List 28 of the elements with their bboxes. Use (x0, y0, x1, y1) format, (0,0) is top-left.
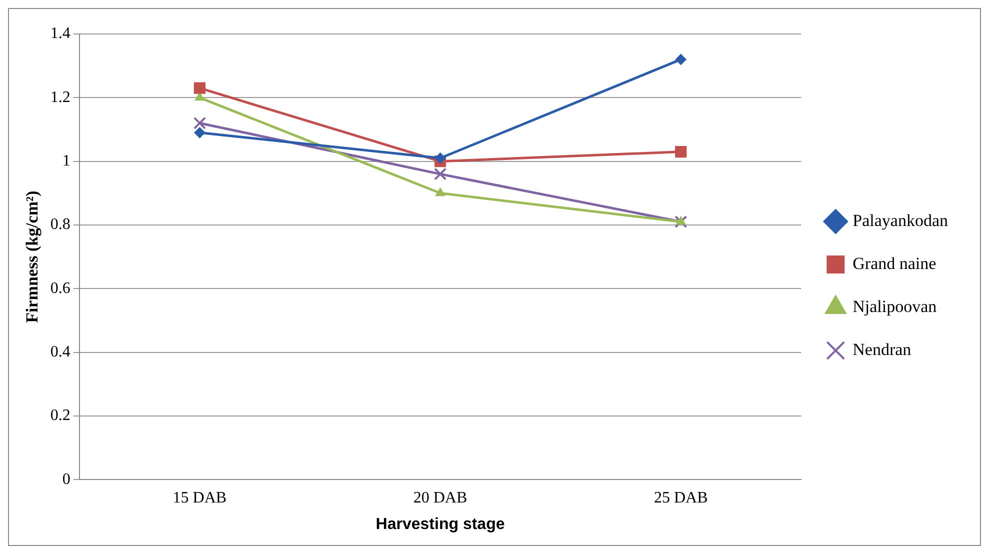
x-tick-label: 25 DAB (654, 489, 708, 506)
y-tick-label: 0.2 (50, 407, 70, 424)
point (194, 92, 205, 101)
point (434, 152, 446, 164)
y-tick-label: 0.6 (50, 280, 70, 297)
point (675, 54, 686, 65)
point (674, 215, 688, 228)
y-tick-label: 0.8 (50, 216, 70, 234)
point (194, 82, 206, 94)
legend-label: Grand naine (852, 254, 936, 273)
y-tick-label: 0 (62, 470, 70, 488)
point (193, 116, 206, 130)
y-tick-label: 1.2 (50, 88, 70, 106)
y-axis-title: Firmness (kg/cm²) (22, 190, 42, 323)
point (194, 127, 206, 138)
point (675, 146, 687, 158)
y-tick-label: 1 (62, 152, 70, 170)
legend-label: Njalipoovan (852, 296, 938, 316)
x-tick-label: 20 DAB (413, 489, 468, 506)
y-tick-label: 1.4 (50, 25, 70, 42)
x-tick-label: 15 DAB (172, 489, 227, 506)
legend-label: Palayankodan (852, 210, 948, 230)
point (676, 216, 686, 225)
point (435, 188, 446, 196)
y-tick-label: 0.4 (50, 343, 70, 360)
legend-label: Nendran (852, 340, 912, 359)
x-axis-title: Harvesting stage (376, 516, 505, 533)
point (434, 168, 447, 180)
